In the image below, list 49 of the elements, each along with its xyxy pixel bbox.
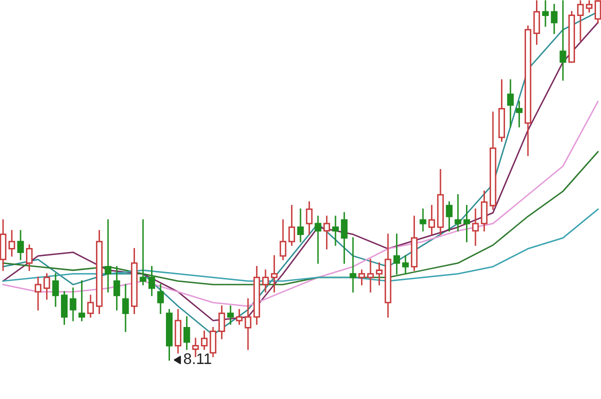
candlestick [253,266,260,325]
candlestick [270,255,278,292]
candlestick [533,0,540,45]
candlestick [104,219,112,292]
candlestick [542,0,549,27]
candlestick [200,330,208,350]
candlestick [43,273,50,300]
candlestick [410,216,418,271]
candlestick [472,208,479,246]
candlestick [130,248,138,314]
candlestick [183,316,190,350]
candlestick [480,190,488,232]
candlestick [428,204,436,236]
candlestick [367,258,374,292]
candlestick [376,262,383,286]
candlestick [148,266,156,296]
candlestick [577,0,584,42]
candlestick [332,216,339,246]
candlestick [166,309,173,361]
candlestick [8,230,16,257]
candlestick [113,266,120,310]
candlestick [323,216,330,250]
candlestick [507,79,514,128]
candlestick [550,4,558,34]
candlestick [340,212,348,264]
candlestick [17,230,24,260]
candlestick [384,234,392,318]
candlestick [78,280,86,322]
candlestick [306,201,313,236]
candlestick [70,288,76,322]
candlestick [0,219,6,271]
candlestick [560,0,566,81]
candlestick [26,244,33,271]
candlestick [463,204,470,242]
candlestick [446,201,453,232]
candlestick [60,291,68,325]
candlestick [218,305,226,340]
candlestick [96,230,103,314]
candlestick [358,270,366,286]
candlestick [236,309,243,325]
candlestick [516,100,523,128]
annotation: 8.11 [184,353,212,364]
candlestick [350,237,356,292]
candlestick [244,298,252,350]
candlestick [288,204,296,246]
candlestick [122,284,129,332]
candlestick [586,0,593,12]
candlestick [498,79,506,142]
candlestick [393,234,400,275]
